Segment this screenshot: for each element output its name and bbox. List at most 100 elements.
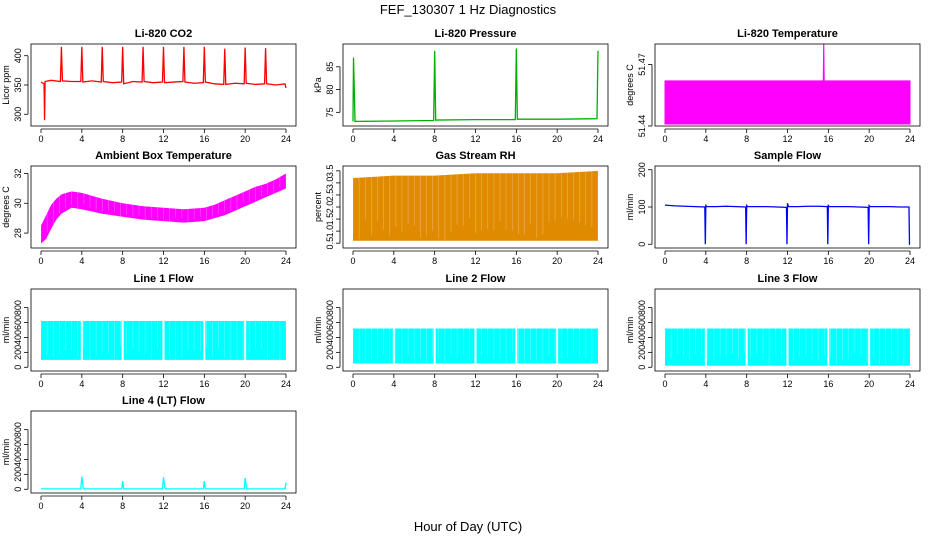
x-tick-label: 24 — [593, 379, 603, 389]
x-tick-label: 8 — [432, 379, 437, 389]
y-tick-label: 0 — [637, 365, 647, 370]
y-tick-label: 0 — [637, 242, 647, 247]
x-tick-label: 20 — [240, 256, 250, 266]
y-axis-label: ml/min — [625, 194, 635, 221]
series-line — [41, 476, 287, 490]
y-tick-label: 3.5 — [325, 165, 335, 178]
x-tick-label: 12 — [782, 256, 792, 266]
y-tick-label: 800 — [13, 422, 23, 437]
y-tick-label: 800 — [13, 300, 23, 315]
y-tick-label: 0 — [13, 487, 23, 492]
y-tick-label: 300 — [13, 107, 23, 122]
panel-data — [40, 319, 287, 362]
y-tick-label: 51.44 — [637, 115, 647, 138]
x-tick-label: 8 — [432, 256, 437, 266]
x-tick-label: 0 — [350, 256, 355, 266]
x-tick-label: 0 — [38, 501, 43, 511]
panel-frame — [30, 165, 297, 249]
x-tick-label: 12 — [158, 256, 168, 266]
y-tick-label: 2.0 — [325, 201, 335, 214]
y-axis-label: degrees C — [1, 186, 11, 228]
panel-title: Line 2 Flow — [446, 273, 506, 285]
panel-data — [352, 48, 599, 123]
panel-data — [40, 173, 287, 244]
panel-title: Ambient Box Temperature — [95, 150, 232, 162]
x-tick-label: 4 — [703, 379, 708, 389]
x-tick-label: 8 — [744, 256, 749, 266]
x-tick-label: 20 — [864, 134, 874, 144]
x-tick-label: 8 — [744, 134, 749, 144]
panel-8: Line 3 Flow 0 4 8 12 16 20 24 0 200400600800ml/mi… — [625, 273, 921, 389]
x-tick-label: 8 — [120, 134, 125, 144]
x-tick-label: 16 — [823, 256, 833, 266]
y-tick-label: 400 — [13, 330, 23, 345]
x-tick-label: 4 — [391, 134, 396, 144]
x-tick-label: 12 — [782, 379, 792, 389]
series-area — [664, 44, 911, 125]
x-tick-label: 20 — [240, 501, 250, 511]
panel-7: Line 2 Flow 0 4 8 12 16 20 24 0 200400600800ml/mi… — [313, 273, 609, 389]
panel-title: Line 1 Flow — [134, 273, 194, 285]
x-tick-label: 4 — [79, 379, 84, 389]
y-tick-label: 3.0 — [325, 177, 335, 190]
y-tick-label: 600 — [13, 315, 23, 330]
panel-frame — [654, 165, 921, 249]
x-tick-label: 20 — [552, 256, 562, 266]
y-tick-label: 200 — [13, 467, 23, 482]
figure-title: FEF_130307 1 Hz Diagnostics — [380, 2, 557, 17]
y-tick-label: 30 — [13, 198, 23, 208]
x-tick-label: 8 — [120, 256, 125, 266]
panel-frame — [342, 288, 609, 372]
x-tick-label: 8 — [744, 379, 749, 389]
x-tick-label: 16 — [511, 379, 521, 389]
panel-9: Line 4 (LT) Flow 0 4 8 12 16 20 24 0 200400600800… — [1, 395, 297, 511]
x-tick-label: 12 — [782, 134, 792, 144]
y-tick-label: 400 — [13, 452, 23, 467]
x-tick-label: 4 — [79, 134, 84, 144]
y-axis-label: degrees C — [625, 64, 635, 106]
panel-frame — [342, 43, 609, 127]
y-tick-label: 0 — [13, 365, 23, 370]
y-tick-label: 80 — [325, 85, 335, 95]
series-band — [353, 170, 598, 241]
y-axis-label: ml/min — [1, 439, 11, 466]
x-tick-label: 24 — [281, 134, 291, 144]
y-tick-label: 600 — [637, 315, 647, 330]
y-tick-label: 200 — [325, 345, 335, 360]
y-tick-label: 200 — [13, 345, 23, 360]
panel-data — [664, 203, 911, 245]
y-tick-label: 2.5 — [325, 189, 335, 202]
x-tick-label: 0 — [662, 379, 667, 389]
y-axis-label: Licor ppm — [1, 65, 11, 105]
x-tick-label: 24 — [905, 134, 915, 144]
panel-data — [352, 326, 599, 366]
x-tick-label: 0 — [350, 134, 355, 144]
y-tick-label: 400 — [637, 330, 647, 345]
series-line — [40, 46, 287, 121]
x-tick-label: 24 — [281, 379, 291, 389]
panel-2: Li-820 Temperature 0 4 8 12 16 20 24 51.44 51.47d… — [625, 28, 921, 144]
y-axis-label: kPa — [313, 77, 323, 93]
x-tick-label: 0 — [662, 256, 667, 266]
y-tick-label: 28 — [13, 228, 23, 238]
panel-title: Li-820 Pressure — [435, 28, 517, 40]
x-tick-label: 12 — [470, 134, 480, 144]
y-tick-label: 1.5 — [325, 213, 335, 226]
x-tick-label: 0 — [38, 134, 43, 144]
panel-title: Sample Flow — [754, 150, 822, 162]
x-tick-label: 16 — [511, 134, 521, 144]
y-tick-label: 400 — [13, 48, 23, 63]
y-tick-label: 200 — [637, 345, 647, 360]
panel-title: Li-820 CO2 — [135, 28, 192, 40]
y-tick-label: 600 — [325, 315, 335, 330]
x-tick-label: 4 — [391, 256, 396, 266]
x-tick-label: 8 — [120, 501, 125, 511]
y-tick-label: 800 — [637, 300, 647, 315]
x-tick-label: 20 — [864, 379, 874, 389]
panel-title: Line 3 Flow — [758, 273, 818, 285]
x-tick-label: 4 — [703, 134, 708, 144]
y-axis-label: ml/min — [313, 317, 323, 344]
